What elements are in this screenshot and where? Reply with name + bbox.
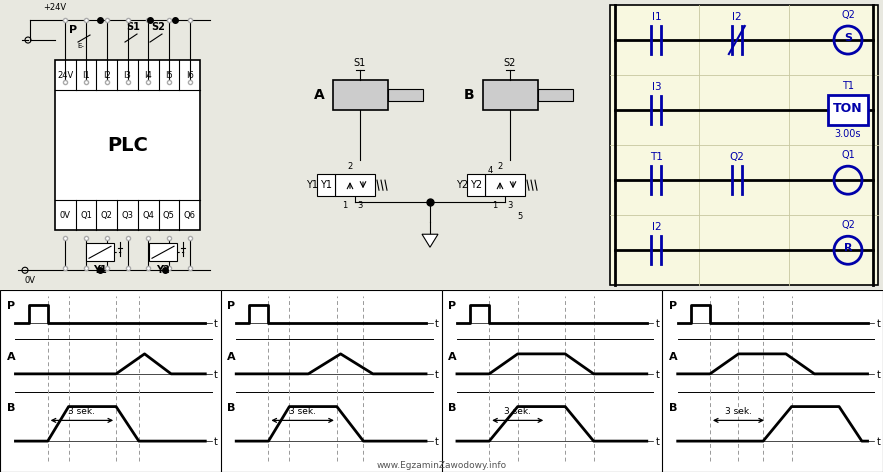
Text: 3: 3 — [358, 201, 363, 210]
Text: t: t — [656, 319, 660, 329]
Text: S1: S1 — [126, 22, 140, 32]
Polygon shape — [422, 234, 438, 247]
Text: 24V: 24V — [57, 71, 73, 80]
Bar — [149, 243, 177, 261]
Bar — [335, 174, 375, 196]
Text: www.EgzaminZawodowy.info: www.EgzaminZawodowy.info — [376, 461, 507, 470]
Text: 1: 1 — [493, 201, 498, 210]
Text: P: P — [7, 301, 15, 311]
Text: I2: I2 — [652, 222, 661, 232]
Text: 2: 2 — [497, 162, 502, 171]
Bar — [86, 243, 114, 261]
Text: t: t — [877, 319, 880, 329]
Text: t: t — [435, 437, 439, 447]
Text: Q2: Q2 — [101, 211, 113, 219]
Text: Q2: Q2 — [841, 220, 855, 230]
Text: P: P — [449, 301, 457, 311]
Text: Y1: Y1 — [93, 265, 107, 275]
Text: S2: S2 — [151, 22, 165, 32]
Text: I2: I2 — [732, 12, 742, 22]
Text: S: S — [844, 33, 852, 43]
Text: Q3: Q3 — [122, 211, 133, 219]
Text: S2: S2 — [504, 58, 517, 68]
Text: Y1: Y1 — [320, 180, 332, 190]
Text: B: B — [669, 403, 677, 413]
Text: +24V: +24V — [43, 3, 66, 12]
Text: P: P — [228, 301, 236, 311]
Text: A: A — [669, 352, 677, 362]
Text: B: B — [449, 403, 457, 413]
Text: 3 sek.: 3 sek. — [725, 407, 752, 416]
Text: t: t — [656, 370, 660, 380]
Text: t: t — [656, 437, 660, 447]
Text: I6: I6 — [185, 71, 193, 80]
Text: Y2: Y2 — [456, 180, 468, 190]
Text: t: t — [435, 370, 439, 380]
Text: I4: I4 — [144, 71, 152, 80]
Text: I1: I1 — [82, 71, 90, 80]
Bar — [610, 5, 878, 285]
Bar — [485, 174, 525, 196]
Text: Q6: Q6 — [184, 211, 196, 219]
Text: S1: S1 — [354, 58, 366, 68]
Text: Y2: Y2 — [156, 265, 170, 275]
Text: Y2: Y2 — [470, 180, 482, 190]
Text: t: t — [215, 370, 218, 380]
Bar — [333, 80, 388, 110]
Text: B: B — [464, 88, 474, 102]
Text: PLC: PLC — [107, 135, 148, 155]
Text: A: A — [313, 88, 324, 102]
Bar — [55, 60, 200, 230]
Text: 0V: 0V — [25, 276, 35, 285]
Text: Q2: Q2 — [841, 10, 855, 20]
Text: Q1: Q1 — [80, 211, 92, 219]
Bar — [317, 174, 335, 196]
Text: 2: 2 — [347, 162, 352, 171]
Text: I3: I3 — [652, 82, 661, 92]
Text: B: B — [7, 403, 15, 413]
Text: T1: T1 — [650, 152, 663, 162]
Text: I3: I3 — [124, 71, 132, 80]
Text: Q4: Q4 — [142, 211, 155, 219]
Text: T1: T1 — [842, 81, 854, 91]
Text: Q1: Q1 — [841, 150, 855, 160]
Text: I2: I2 — [103, 71, 110, 80]
Text: R: R — [844, 243, 852, 253]
Bar — [828, 95, 868, 125]
Text: P: P — [69, 25, 77, 35]
Text: t: t — [877, 370, 880, 380]
Text: 1: 1 — [343, 201, 348, 210]
Text: A: A — [7, 352, 15, 362]
Text: Q2: Q2 — [729, 152, 744, 162]
Text: I5: I5 — [165, 71, 173, 80]
Bar — [467, 174, 485, 196]
Text: A: A — [228, 352, 236, 362]
Text: 3 sek.: 3 sek. — [68, 407, 95, 416]
Text: E-: E- — [77, 43, 84, 49]
Text: I1: I1 — [652, 12, 661, 22]
Text: Q5: Q5 — [163, 211, 175, 219]
Text: t: t — [877, 437, 880, 447]
Text: 3.00s: 3.00s — [834, 129, 861, 139]
Text: 3 sek.: 3 sek. — [289, 407, 316, 416]
Text: TON: TON — [834, 101, 863, 115]
Bar — [388, 89, 422, 101]
Text: Y1: Y1 — [306, 180, 318, 190]
Text: 5: 5 — [517, 212, 523, 221]
Text: P: P — [669, 301, 677, 311]
Text: t: t — [435, 319, 439, 329]
Text: 3 sek.: 3 sek. — [504, 407, 532, 416]
Text: t: t — [215, 437, 218, 447]
Text: 3: 3 — [508, 201, 513, 210]
Bar — [538, 89, 572, 101]
Text: B: B — [228, 403, 236, 413]
Text: 0V: 0V — [60, 211, 71, 219]
Bar — [482, 80, 538, 110]
Text: t: t — [215, 319, 218, 329]
Text: A: A — [449, 352, 457, 362]
Text: 4: 4 — [487, 166, 493, 175]
